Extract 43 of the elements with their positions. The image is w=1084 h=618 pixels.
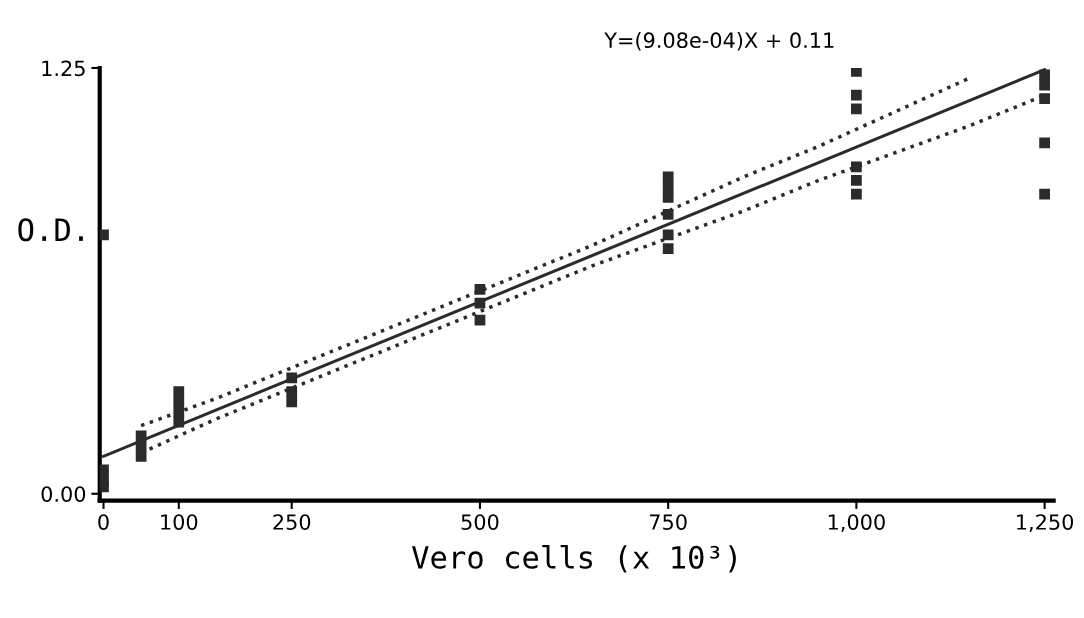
point	[1039, 93, 1050, 105]
text: Y=(9.08e-04)X + 0.11	[604, 31, 834, 51]
point	[474, 284, 486, 295]
point	[173, 386, 185, 397]
point	[662, 229, 674, 241]
point	[1039, 137, 1050, 149]
x-tick-label: 1,250	[1017, 514, 1074, 533]
point	[135, 430, 147, 442]
y-tick-label: 1.25	[42, 60, 85, 77]
x-tick-label: 1,000	[828, 514, 885, 533]
x-axis-title: Vero cells (x 10³)	[411, 545, 736, 573]
point	[173, 406, 185, 418]
point	[851, 89, 862, 101]
point	[851, 103, 862, 115]
x-tick-label: 750	[649, 514, 687, 530]
point	[851, 188, 862, 200]
point	[662, 181, 674, 193]
point	[662, 243, 674, 254]
point	[851, 161, 862, 173]
point	[99, 229, 109, 241]
point	[851, 175, 862, 186]
x-tick-label: 250	[273, 514, 311, 530]
point	[662, 209, 674, 220]
point	[662, 171, 674, 183]
point	[135, 440, 147, 452]
point	[99, 464, 109, 476]
point	[135, 450, 147, 462]
point	[1039, 79, 1050, 91]
point	[286, 372, 298, 384]
x-tick-label: 500	[461, 514, 499, 530]
x-tick-label: 100	[161, 514, 198, 530]
point	[99, 481, 109, 493]
point	[1039, 188, 1050, 200]
y-axis-title: O.D.	[18, 218, 83, 242]
point	[286, 386, 298, 397]
y-tick-label: 0.00	[41, 486, 86, 502]
point	[173, 416, 185, 428]
point	[173, 396, 185, 408]
point	[286, 396, 298, 408]
point	[662, 192, 674, 203]
x-tick-label: 0	[98, 514, 109, 530]
point	[1039, 69, 1050, 81]
point	[851, 67, 862, 77]
